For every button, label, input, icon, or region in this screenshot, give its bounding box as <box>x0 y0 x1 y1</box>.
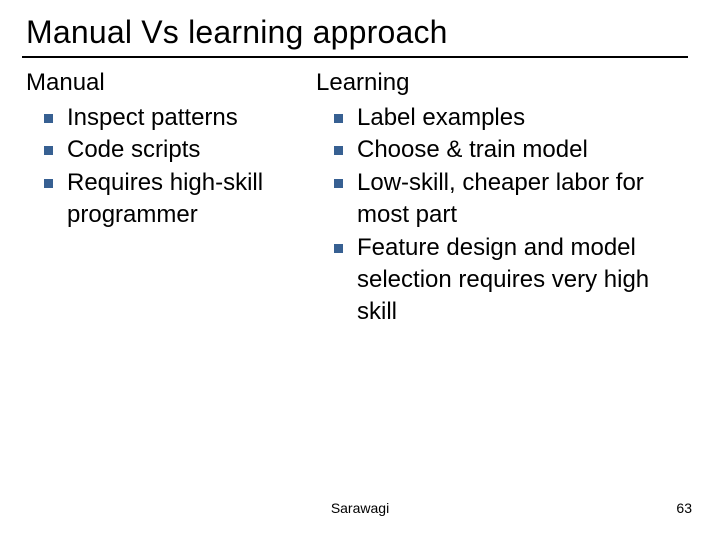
right-column-header: Learning <box>316 68 676 98</box>
square-bullet-icon <box>334 179 343 188</box>
bullet-text: Choose & train model <box>357 134 676 166</box>
right-bullet-list: Label examples Choose & train model Low-… <box>316 102 676 329</box>
list-item: Code scripts <box>26 134 316 166</box>
list-item: Feature design and model selection requi… <box>316 232 676 329</box>
left-column-header: Manual <box>26 68 316 98</box>
square-bullet-icon <box>44 179 53 188</box>
columns: Manual Inspect patterns Code scripts Req… <box>26 68 698 329</box>
list-item: Inspect patterns <box>26 102 316 134</box>
bullet-text: Requires high-skill programmer <box>67 167 316 232</box>
list-item: Low-skill, cheaper labor for most part <box>316 167 676 232</box>
bullet-text: Low-skill, cheaper labor for most part <box>357 167 676 232</box>
bullet-text: Code scripts <box>67 134 316 166</box>
list-item: Requires high-skill programmer <box>26 167 316 232</box>
footer-page-number: 63 <box>676 500 692 516</box>
list-item: Label examples <box>316 102 676 134</box>
footer-author: Sarawagi <box>0 500 720 516</box>
slide-title: Manual Vs learning approach <box>26 14 698 51</box>
bullet-text: Inspect patterns <box>67 102 316 134</box>
bullet-text: Feature design and model selection requi… <box>357 232 676 329</box>
left-column: Manual Inspect patterns Code scripts Req… <box>26 68 316 329</box>
left-bullet-list: Inspect patterns Code scripts Requires h… <box>26 102 316 232</box>
bullet-text: Label examples <box>357 102 676 134</box>
square-bullet-icon <box>44 146 53 155</box>
title-underline <box>22 56 688 58</box>
square-bullet-icon <box>334 146 343 155</box>
square-bullet-icon <box>334 244 343 253</box>
slide: Manual Vs learning approach Manual Inspe… <box>0 0 720 540</box>
square-bullet-icon <box>334 114 343 123</box>
square-bullet-icon <box>44 114 53 123</box>
right-column: Learning Label examples Choose & train m… <box>316 68 676 329</box>
list-item: Choose & train model <box>316 134 676 166</box>
